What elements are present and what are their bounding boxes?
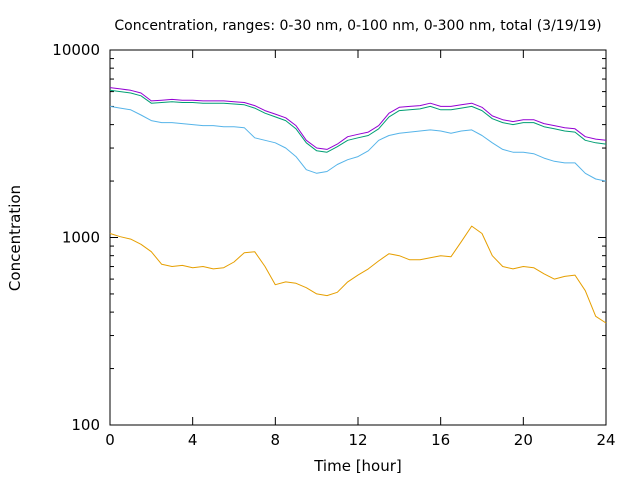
x-axis: 0 4 8 12 16 20 24 [105, 50, 616, 449]
chart-title: Concentration, ranges: 0-30 nm, 0-100 nm… [114, 18, 601, 34]
series-line-4 [109, 87, 607, 150]
plot-frame [109, 49, 607, 426]
x-tick-label: 12 [348, 431, 367, 449]
y-tick-label: 10000 [52, 41, 100, 59]
y-axis: 100 1000 10000 [52, 41, 606, 434]
y-tick-label: 100 [71, 416, 100, 434]
series-line-3 [109, 89, 607, 153]
series-group [109, 87, 607, 324]
series-line-2 [109, 105, 607, 182]
x-tick-label: 4 [188, 431, 198, 449]
x-tick-label: 0 [105, 431, 115, 449]
y-tick-label: 1000 [62, 229, 100, 247]
series-line-1 [109, 225, 607, 324]
x-tick-label: 20 [514, 431, 533, 449]
x-axis-label: Time [hour] [313, 457, 402, 475]
x-tick-label: 24 [596, 431, 615, 449]
x-tick-label: 8 [271, 431, 281, 449]
x-tick-label: 16 [431, 431, 450, 449]
y-axis-label: Concentration [6, 185, 24, 291]
